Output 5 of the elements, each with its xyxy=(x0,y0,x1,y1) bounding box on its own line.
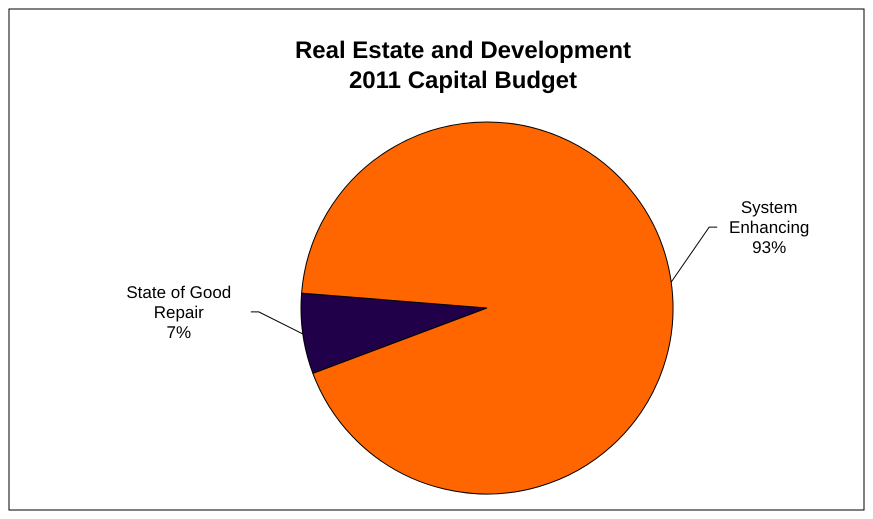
chart-title: Real Estate and Development 2011 Capital Budget xyxy=(294,37,632,94)
data-label: 93% xyxy=(752,238,786,258)
slice-label: System Enhancing xyxy=(729,198,810,238)
slice-label: State of Good Repair xyxy=(126,282,232,322)
data-label: 7% xyxy=(166,322,192,342)
